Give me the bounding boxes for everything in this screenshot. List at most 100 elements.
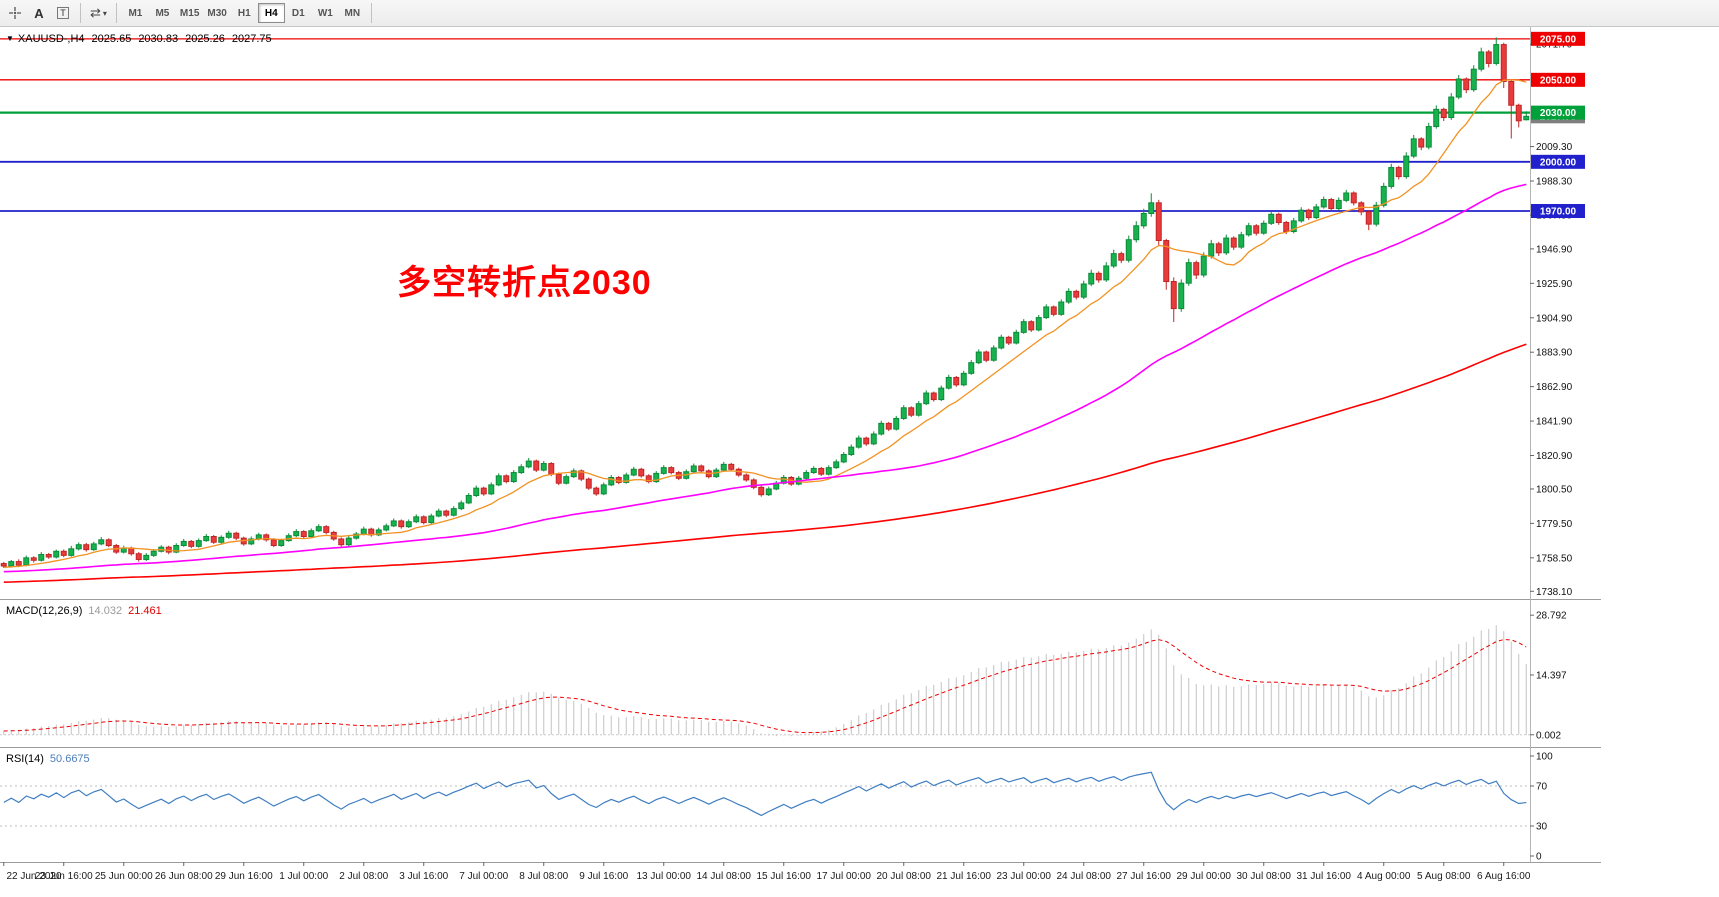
price-label-box bbox=[1531, 31, 1585, 46]
candle-body bbox=[255, 534, 262, 540]
candle-body bbox=[1260, 222, 1267, 234]
timeframe-m15-button[interactable]: M15 bbox=[176, 3, 203, 23]
toolbar: A T ⇄ ▾ M1 M5 M15 M30 H1 H4 D1 W1 MN bbox=[0, 0, 1719, 27]
time-axis-label: 21 Jul 16:00 bbox=[937, 871, 992, 882]
time-axis-label: 14 Jul 08:00 bbox=[697, 871, 752, 882]
cycles-tool-button[interactable]: ⇄ ▾ bbox=[86, 2, 111, 24]
candle-body bbox=[690, 465, 697, 473]
price-tick-label: 1758.50 bbox=[1536, 553, 1573, 564]
time-axis-label: 30 Jul 08:00 bbox=[1237, 871, 1292, 882]
candle-body bbox=[338, 538, 345, 546]
crosshair-tool-button[interactable] bbox=[3, 2, 27, 24]
timeframe-m30-button[interactable]: M30 bbox=[203, 3, 230, 23]
candle-body bbox=[203, 536, 210, 542]
candle-body bbox=[570, 470, 577, 478]
time-axis-label: 31 Jul 16:00 bbox=[1297, 871, 1352, 882]
candle-body bbox=[143, 554, 150, 560]
time-axis-label: 23 Jul 00:00 bbox=[997, 871, 1052, 882]
price-label-box-text: 2000.00 bbox=[1540, 157, 1577, 168]
candle-body bbox=[1335, 199, 1342, 210]
candle-body bbox=[900, 407, 907, 419]
candle-body bbox=[458, 502, 465, 510]
timeframe-m1-button[interactable]: M1 bbox=[122, 3, 149, 23]
timeframe-m5-button[interactable]: M5 bbox=[149, 3, 176, 23]
candle-body bbox=[83, 544, 90, 551]
timeframe-d1-button[interactable]: D1 bbox=[285, 3, 312, 23]
timeframe-mn-button[interactable]: MN bbox=[339, 3, 366, 23]
candle-body bbox=[525, 460, 532, 468]
timeframe-w1-button[interactable]: W1 bbox=[312, 3, 339, 23]
candle-body bbox=[1223, 237, 1230, 254]
candle-body bbox=[1508, 80, 1515, 106]
candle-body bbox=[323, 526, 330, 533]
candle-body bbox=[278, 540, 285, 547]
candle-body bbox=[270, 539, 277, 547]
candle-body bbox=[623, 474, 630, 483]
chart-canvas[interactable]: 2071.702009.301988.301967.501946.901925.… bbox=[0, 27, 1719, 897]
candle-body bbox=[1028, 321, 1035, 331]
candle-body bbox=[45, 554, 52, 558]
text-label-tool-button[interactable]: T bbox=[51, 2, 75, 24]
price-label-box bbox=[1531, 204, 1585, 219]
candle-body bbox=[1425, 126, 1432, 148]
candle-body bbox=[1050, 306, 1057, 315]
candle-body bbox=[645, 475, 652, 483]
candle-body bbox=[953, 376, 960, 386]
timeframe-h4-button[interactable]: H4 bbox=[257, 3, 285, 23]
candle-body bbox=[1410, 138, 1417, 157]
candle-body bbox=[135, 553, 142, 560]
candle-body bbox=[1058, 301, 1065, 315]
candle-body bbox=[150, 550, 157, 556]
candle-body bbox=[1283, 221, 1290, 233]
timeframe-h1-button[interactable]: H1 bbox=[231, 3, 258, 23]
time-axis-label: 24 Jul 08:00 bbox=[1057, 871, 1112, 882]
candle-body bbox=[1185, 262, 1192, 284]
candle-body bbox=[1448, 96, 1455, 119]
candle-body bbox=[188, 540, 195, 547]
price-axis[interactable]: 2071.702009.301988.301967.501946.901925.… bbox=[1530, 31, 1585, 863]
candle-body bbox=[1328, 199, 1335, 210]
candle-body bbox=[263, 534, 270, 541]
candle-body bbox=[1463, 78, 1470, 91]
candle-body bbox=[750, 479, 757, 488]
time-axis-label: 7 Jul 00:00 bbox=[459, 871, 508, 882]
candle-body bbox=[1043, 306, 1050, 319]
candle-body bbox=[1290, 220, 1297, 233]
candle-body bbox=[1103, 265, 1110, 281]
candle-body bbox=[840, 454, 847, 463]
candle-body bbox=[863, 437, 870, 445]
candle-body bbox=[960, 372, 967, 386]
crosshair-icon bbox=[9, 7, 21, 19]
candle-body bbox=[1515, 104, 1522, 122]
candle-body bbox=[1455, 78, 1462, 98]
candle-body bbox=[608, 476, 615, 486]
macd-signal-line bbox=[3, 638, 1527, 734]
chart-region: 2071.702009.301988.301967.501946.901925.… bbox=[0, 27, 1719, 897]
macd-tick-label: 14.397 bbox=[1536, 670, 1567, 681]
candle-body bbox=[465, 495, 472, 504]
candle-body bbox=[720, 463, 727, 471]
price-label-box-text: 2030.00 bbox=[1540, 108, 1577, 119]
candle-body bbox=[593, 487, 600, 495]
candle-body bbox=[450, 508, 457, 516]
text-tool-button[interactable]: A bbox=[27, 2, 51, 24]
time-axis-label: 2 Jul 08:00 bbox=[339, 871, 388, 882]
candle-body bbox=[210, 536, 217, 543]
candle-body bbox=[1320, 199, 1327, 208]
candle-body bbox=[848, 446, 855, 456]
candle-body bbox=[495, 475, 502, 486]
price-tick-label: 1800.50 bbox=[1536, 484, 1573, 495]
price-tick-label: 1820.90 bbox=[1536, 451, 1573, 462]
candle-body bbox=[390, 520, 397, 527]
candle-body bbox=[930, 392, 937, 401]
candle-body bbox=[1193, 262, 1200, 276]
candle-body bbox=[90, 543, 97, 551]
candle-body bbox=[473, 487, 480, 497]
candle-body bbox=[855, 437, 862, 448]
candle-body bbox=[420, 516, 427, 524]
toolbar-separator bbox=[80, 3, 81, 23]
candle-body bbox=[1125, 239, 1132, 261]
candle-body bbox=[98, 539, 105, 545]
candle-body bbox=[345, 537, 352, 546]
